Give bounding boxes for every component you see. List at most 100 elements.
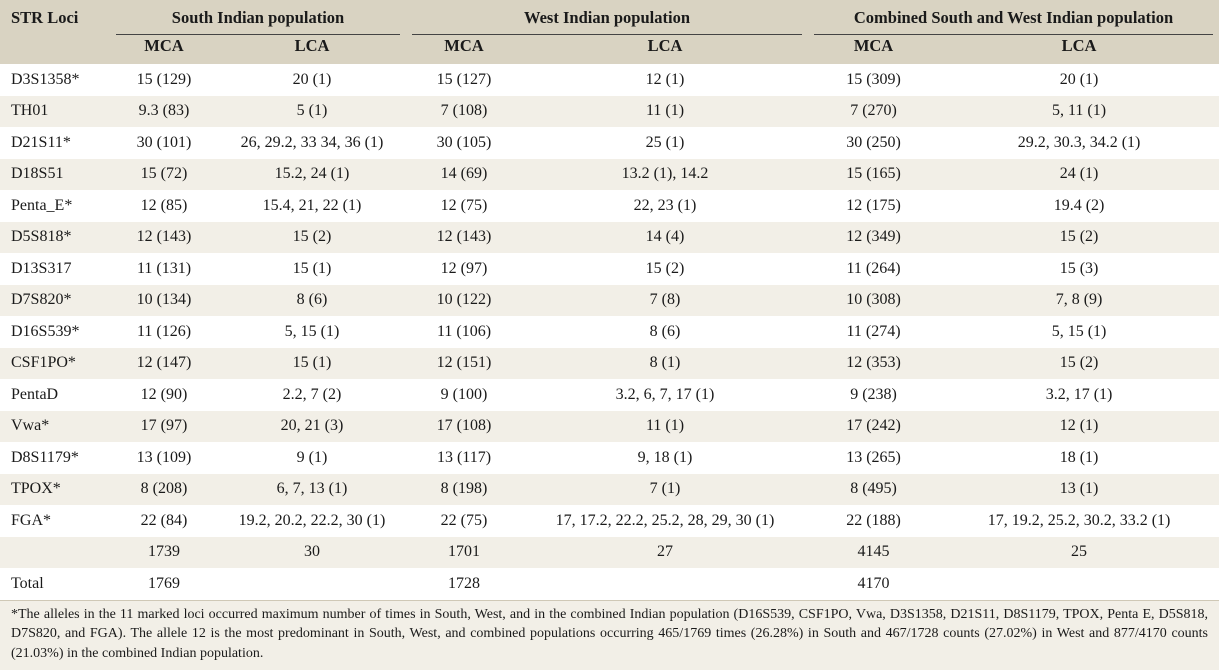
cell-west-mca: 14 (69) — [440, 165, 488, 183]
cell-south-mca: 22 (84) — [140, 511, 188, 529]
cell-combined-lca: 24 (1) — [1059, 165, 1099, 183]
cell-south-lca: 8 (6) — [296, 291, 328, 309]
table-header: STR Loci South Indian population West In… — [0, 0, 1219, 64]
table-row: TH01 9.3 (83) 5 (1) 7 (108) 11 (1) 7 (270) 5, … — [0, 95, 1219, 127]
header-west-lca: LCA — [647, 36, 683, 55]
cell-combined-lca: 18 (1) — [1059, 448, 1099, 466]
header-combined-lca: LCA — [1061, 36, 1097, 55]
cell-locus: D16S539* — [11, 322, 80, 340]
cell-south-lca — [218, 568, 406, 600]
cell-south-lca: 6, 7, 13 (1) — [276, 480, 348, 498]
table-row: D5S818* 12 (143) 15 (2) 12 (143) 14 (4) 12 (3… — [0, 221, 1219, 253]
cell-locus: Total — [11, 574, 44, 592]
cell-west-lca: 11 (1) — [645, 417, 685, 435]
cell-south-mca: 1769 — [148, 574, 180, 592]
cell-south-lca: 15 (2) — [292, 228, 332, 246]
cell-west-lca: 3.2, 6, 7, 17 (1) — [615, 385, 715, 403]
cell-west-mca: 13 (117) — [436, 448, 492, 466]
cell-combined-mca: 4145 — [857, 543, 890, 561]
cell-west-mca: 1728 — [448, 574, 480, 592]
cell-west-lca: 7 (8) — [649, 291, 681, 309]
table-row: D13S317 11 (131) 15 (1) 12 (97) 15 (2) 11 (26… — [0, 253, 1219, 285]
cell-combined-lca: 15 (2) — [1059, 228, 1099, 246]
cell-west-mca: 12 (151) — [436, 354, 492, 372]
cell-south-mca: 15 (129) — [136, 70, 192, 88]
cell-south-lca: 2.2, 7 (2) — [282, 385, 342, 403]
footnote: *The alleles in the 11 marked loci occur… — [0, 599, 1219, 670]
header-str-loci: STR Loci — [11, 7, 79, 27]
cell-locus: Penta_E* — [11, 196, 73, 214]
cell-south-mca: 30 (101) — [136, 133, 192, 151]
header-west-mca: MCA — [444, 36, 484, 55]
table-row: D7S820* 10 (134) 8 (6) 10 (122) 7 (8) 10 (308… — [0, 284, 1219, 316]
cell-combined-mca: 7 (270) — [850, 102, 897, 120]
cell-locus: CSF1PO* — [11, 354, 76, 372]
cell-west-lca: 22, 23 (1) — [633, 196, 697, 214]
table-row: Total 1769 1728 4170 — [0, 568, 1219, 600]
cell-locus: D18S51 — [11, 165, 64, 183]
cell-west-lca: 12 (1) — [645, 70, 685, 88]
cell-combined-mca: 15 (165) — [846, 165, 901, 183]
cell-combined-mca: 4170 — [857, 574, 890, 592]
cell-combined-mca: 22 (188) — [846, 511, 901, 529]
header-west-indian: West Indian population — [406, 0, 808, 35]
cell-south-mca: 13 (109) — [136, 448, 192, 466]
table-row: D16S539* 11 (126) 5, 15 (1) 11 (106) 8 (6) 11… — [0, 316, 1219, 348]
cell-combined-mca: 10 (308) — [846, 291, 901, 309]
cell-west-mca: 30 (105) — [436, 133, 492, 151]
cell-locus: TPOX* — [11, 480, 61, 498]
cell-south-mca: 8 (208) — [140, 480, 188, 498]
cell-locus: D5S818* — [11, 228, 72, 246]
table-row: PentaD 12 (90) 2.2, 7 (2) 9 (100) 3.2, 6, 7,… — [0, 379, 1219, 411]
cell-west-lca: 17, 17.2, 22.2, 25.2, 28, 29, 30 (1) — [555, 511, 775, 529]
table-row: D3S1358* 15 (129) 20 (1) 15 (127) 12 (1) 15 (… — [0, 64, 1219, 96]
cell-locus: TH01 — [11, 102, 49, 120]
cell-locus: D8S1179* — [11, 448, 79, 466]
cell-south-lca: 9 (1) — [296, 448, 328, 466]
cell-combined-lca: 17, 19.2, 25.2, 30.2, 33.2 (1) — [987, 511, 1171, 529]
cell-south-mca: 12 (90) — [140, 385, 188, 403]
header-south-indian: South Indian population — [110, 0, 406, 35]
cell-combined-mca: 13 (265) — [846, 448, 901, 466]
cell-west-mca: 7 (108) — [440, 102, 488, 120]
cell-locus — [0, 537, 110, 569]
table-body: D3S1358* 15 (129) 20 (1) 15 (127) 12 (1) 15 (… — [0, 64, 1219, 600]
cell-west-lca: 14 (4) — [645, 228, 685, 246]
cell-south-mca: 12 (143) — [136, 228, 192, 246]
cell-south-mca: 11 (131) — [136, 259, 192, 277]
cell-south-lca: 5 (1) — [296, 102, 328, 120]
cell-combined-lca: 3.2, 17 (1) — [1045, 385, 1113, 403]
cell-combined-lca: 13 (1) — [1059, 480, 1099, 498]
cell-west-lca: 9, 18 (1) — [637, 448, 693, 466]
cell-locus: PentaD — [11, 385, 59, 403]
cell-combined-mca: 11 (274) — [846, 322, 901, 340]
cell-combined-lca: 25 — [1071, 543, 1088, 561]
cell-locus: D13S317 — [11, 259, 72, 277]
cell-west-lca: 11 (1) — [645, 102, 685, 120]
cell-south-lca: 15 (1) — [292, 354, 332, 372]
cell-south-lca: 15.4, 21, 22 (1) — [262, 196, 362, 214]
cell-west-mca: 12 (75) — [440, 196, 488, 214]
cell-west-mca: 8 (198) — [440, 480, 488, 498]
header-blank — [0, 35, 110, 64]
cell-west-lca: 8 (6) — [649, 322, 681, 340]
cell-south-mca: 11 (126) — [136, 322, 192, 340]
cell-locus: FGA* — [11, 511, 52, 529]
cell-combined-mca: 30 (250) — [846, 133, 901, 151]
cell-west-mca: 9 (100) — [440, 385, 488, 403]
table-row: FGA* 22 (84) 19.2, 20.2, 22.2, 30 (1) 22 (7… — [0, 505, 1219, 537]
cell-combined-lca: 29.2, 30.3, 34.2 (1) — [1017, 133, 1141, 151]
table-row: D8S1179* 13 (109) 9 (1) 13 (117) 9, 18 (1) 13… — [0, 442, 1219, 474]
cell-combined-lca: 19.4 (2) — [1053, 196, 1105, 214]
table-row: D18S51 15 (72) 15.2, 24 (1) 14 (69) 13.2 (1)… — [0, 158, 1219, 190]
cell-west-lca: 15 (2) — [645, 259, 685, 277]
header-combined: Combined South and West Indian populatio… — [808, 0, 1219, 35]
cell-south-mca: 9.3 (83) — [138, 102, 190, 120]
cell-west-mca: 11 (106) — [436, 322, 492, 340]
cell-locus: Vwa* — [11, 417, 50, 435]
cell-locus: D21S11* — [11, 133, 71, 151]
cell-south-lca: 15.2, 24 (1) — [274, 165, 350, 183]
cell-west-lca: 13.2 (1), 14.2 — [621, 165, 709, 183]
table-row: CSF1PO* 12 (147) 15 (1) 12 (151) 8 (1) 12 (35… — [0, 347, 1219, 379]
cell-combined-lca: 12 (1) — [1059, 417, 1099, 435]
